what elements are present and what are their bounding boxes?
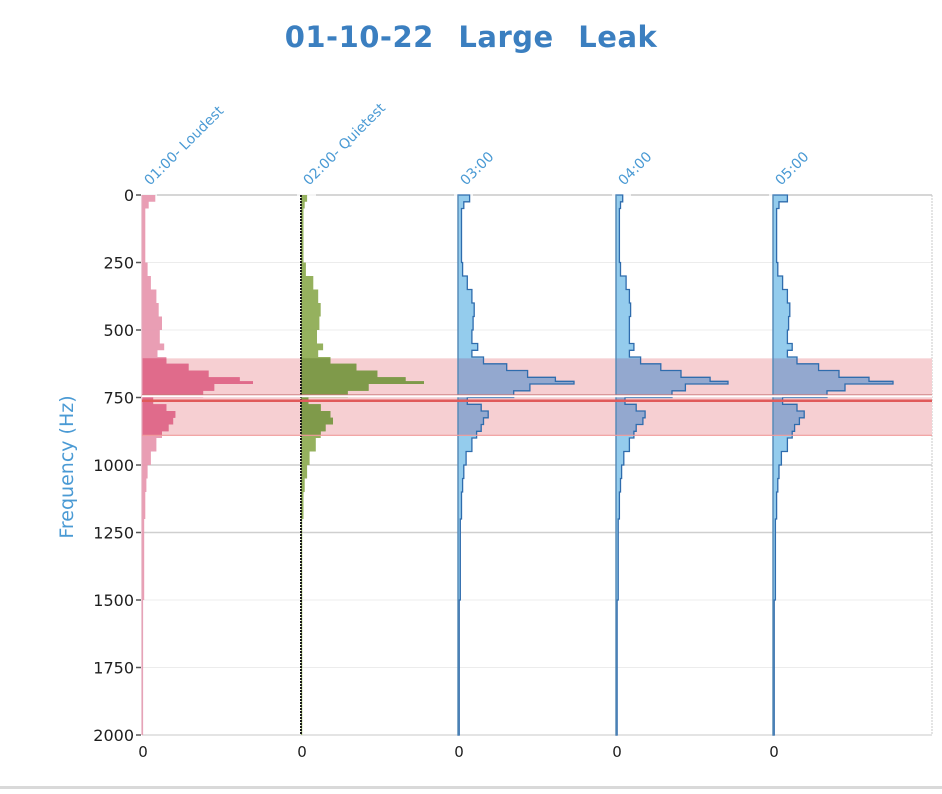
y-tick-label: 0 [124, 186, 134, 205]
column-headers: 01:00- Loudest 02:00- Quietest 03:00 04:00 0… [142, 100, 813, 189]
column-header: 05:00 [773, 149, 813, 189]
y-tick-label: 1750 [93, 659, 134, 678]
column-header: 04:00 [616, 149, 656, 189]
y-tick-label: 2000 [93, 726, 134, 745]
x-tick-label: 0 [297, 743, 307, 761]
x-tick-label: 0 [454, 743, 464, 761]
chart-title: 01-10-22 Large Leak [284, 20, 658, 54]
column-header: 03:00 [458, 149, 498, 189]
y-tick-label: 750 [103, 389, 134, 408]
y-axis: 0 250 500 750 1000 1250 1500 1750 2000 Frequency … [56, 186, 141, 745]
column-header: 02:00- Quietest [301, 100, 390, 189]
y-tick-label: 500 [103, 321, 134, 340]
x-tick-label: 0 [138, 743, 148, 761]
y-axis-label: Frequency (Hz) [56, 395, 78, 538]
y-tick-label: 250 [103, 254, 134, 273]
y-tick-label: 1000 [93, 456, 134, 475]
x-tick-label: 0 [612, 743, 622, 761]
y-tick-label: 1500 [93, 591, 134, 610]
x-axis: 0 0 0 0 0 [138, 743, 779, 761]
band-lines [142, 394, 932, 436]
gridlines [142, 194, 933, 736]
column-header: 01:00- Loudest [142, 103, 228, 189]
x-tick-label: 0 [769, 743, 779, 761]
bottom-divider [0, 786, 942, 789]
y-tick-label: 1250 [93, 524, 134, 543]
